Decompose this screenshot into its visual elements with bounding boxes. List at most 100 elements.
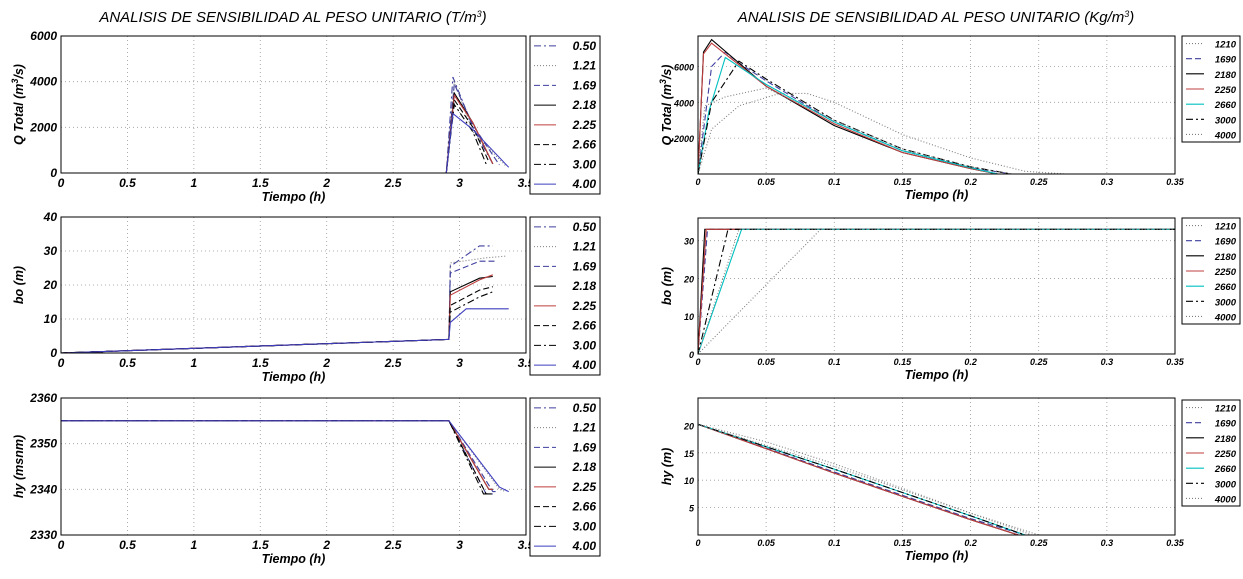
legend-entry: 3.00 — [573, 519, 597, 533]
x-tick-label: 3 — [456, 538, 463, 552]
x-tick-label: 3 — [456, 356, 463, 370]
x-tick-label: 0.2 — [964, 177, 977, 187]
plot-frame — [60, 216, 527, 354]
y-axis-label: Q Total (m3/s) — [658, 65, 674, 146]
legend-entry: 1.21 — [573, 59, 597, 73]
legend-entry: 1690 — [1215, 237, 1237, 248]
x-tick-label: 0.2 — [964, 538, 977, 548]
y-tick-label: 2350 — [29, 437, 57, 451]
y-tick-label: 0 — [50, 166, 57, 180]
legend-entry: 3000 — [1215, 479, 1237, 490]
series-line-3.00 — [61, 102, 487, 173]
x-tick-label: 0 — [695, 177, 700, 187]
legend-entry: 1210 — [1215, 404, 1237, 415]
legend-entry: 2.66 — [572, 319, 597, 333]
legend-entry: 0.50 — [573, 401, 597, 415]
y-tick-label: 2330 — [29, 528, 57, 542]
legend: 1210 1690 2180 2250 2660 3000 4000 — [1181, 217, 1241, 325]
legend-entry: 1.21 — [573, 240, 597, 254]
legend-entry: 2180 — [1214, 434, 1237, 445]
series-line-2.66 — [61, 286, 493, 353]
x-tick-label: 0.35 — [1166, 177, 1185, 187]
x-tick-label: 0.1 — [828, 177, 841, 187]
x-tick-label: 0.15 — [894, 357, 913, 367]
legend-entry: 2.18 — [572, 98, 597, 112]
x-tick-label: 0.15 — [894, 538, 913, 548]
y-tick-label: 10 — [44, 312, 58, 326]
chart-panel-1: ANALISIS DE SENSIBILIDAD AL PESO UNITARI… — [10, 9, 601, 204]
plot-frame — [697, 397, 1176, 536]
legend-entry: 3.00 — [573, 157, 597, 171]
y-tick-label: 10 — [684, 312, 694, 322]
legend-entry: 1.69 — [573, 440, 597, 454]
y-tick-label: 0 — [689, 350, 694, 360]
y-tick-label: 4000 — [673, 98, 694, 108]
y-tick-label: 20 — [43, 278, 58, 292]
series-line-2660 — [698, 56, 998, 174]
y-axis-label: bo (m) — [12, 266, 26, 304]
legend-entry: 2.18 — [572, 460, 597, 474]
y-tick-label: 30 — [44, 244, 58, 258]
x-tick-label: 0.3 — [1101, 177, 1114, 187]
y-tick-label: 20 — [683, 274, 694, 284]
legend-entry: 2.66 — [572, 138, 597, 152]
x-axis-label: Tiempo (h) — [905, 188, 969, 202]
x-tick-label: 2.5 — [384, 356, 402, 370]
x-axis-label: Tiempo (h) — [905, 368, 969, 382]
legend-entry: 4000 — [1214, 494, 1237, 505]
x-tick-label: 1 — [191, 538, 198, 552]
plot-frame — [697, 35, 1176, 175]
legend-entry: 3000 — [1215, 297, 1237, 308]
chart-panel-5: 0 0.05 0.1 0.15 0.2 0.25 0.3 0.35 0 10 20 30 Tiempo … — [660, 217, 1241, 382]
x-tick-label: 0.5 — [119, 356, 136, 370]
legend: 1210 1690 2180 2250 2660 3000 4000 — [1181, 399, 1241, 507]
legend-entry: 2.25 — [572, 299, 597, 313]
x-axis-label: Tiempo (h) — [262, 552, 326, 566]
legend-entry: 4.00 — [572, 358, 597, 372]
plot-frame — [60, 35, 527, 174]
y-axis-label: hy (msnm) — [12, 435, 26, 498]
legend: 1210 1690 2180 2250 2660 3000 4000 — [1181, 35, 1241, 143]
series-line-4.00 — [61, 420, 509, 493]
legend-entry: 2.18 — [572, 279, 597, 293]
series-line-2250 — [698, 423, 1019, 535]
legend-entry: 1690 — [1215, 55, 1237, 66]
legend-entry: 2.25 — [572, 118, 597, 132]
legend-entry: 2660 — [1214, 464, 1237, 475]
legend-entry: 2660 — [1214, 282, 1237, 293]
y-tick-label: 30 — [684, 237, 694, 247]
x-tick-label: 0.15 — [894, 177, 913, 187]
x-tick-label: 0.25 — [1030, 538, 1049, 548]
series-line-2250 — [698, 42, 998, 174]
plot-area — [61, 36, 526, 173]
legend-entry: 1210 — [1215, 222, 1237, 233]
legend-entry: 1.69 — [573, 259, 597, 273]
y-tick-label: 5 — [689, 504, 695, 514]
legend-entry: 2250 — [1214, 267, 1237, 278]
x-tick-label: 2 — [322, 176, 330, 190]
plot-area — [698, 398, 1175, 535]
x-tick-label: 0 — [58, 538, 65, 552]
legend-entry: 1.69 — [573, 78, 597, 92]
y-tick-label: 4000 — [29, 75, 57, 89]
legend-entry: 2.25 — [572, 480, 597, 494]
plot-area — [698, 36, 1175, 174]
y-tick-label: 6000 — [674, 62, 694, 72]
legend-entry: 4000 — [1214, 312, 1237, 323]
x-tick-label: 0.25 — [1030, 357, 1049, 367]
x-tick-label: 1.5 — [252, 538, 269, 552]
legend-entry: 0.50 — [573, 220, 597, 234]
series-line-3000 — [698, 60, 1012, 174]
legend-entry: 2180 — [1214, 252, 1237, 263]
plot-area — [698, 218, 1175, 354]
x-axis-label: Tiempo (h) — [905, 549, 969, 563]
x-tick-label: 2 — [322, 356, 330, 370]
x-tick-label: 1.5 — [252, 356, 269, 370]
series-line-0.50 — [61, 76, 494, 173]
legend-entry: 2250 — [1214, 85, 1237, 96]
y-tick-label: 10 — [684, 476, 694, 486]
x-tick-label: 0.05 — [757, 538, 776, 548]
y-tick-label: 20 — [683, 421, 694, 431]
legend-entry: 4.00 — [572, 539, 597, 553]
